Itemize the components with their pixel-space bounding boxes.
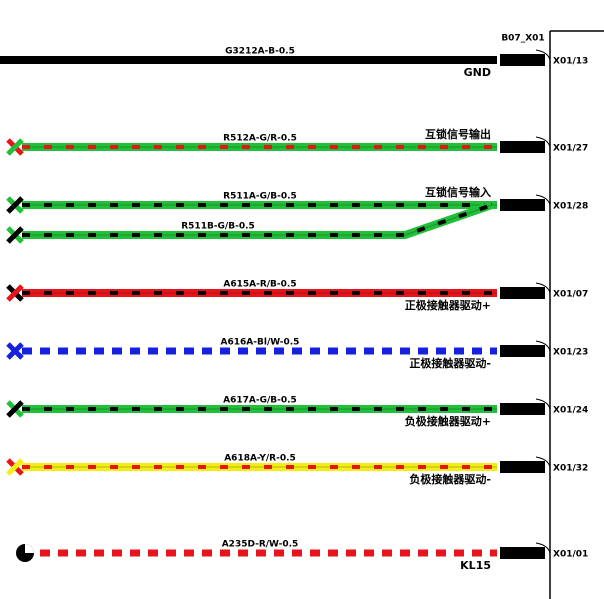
pin-label: X01/28 [553,202,588,212]
pin-bracket [535,542,551,554]
pin-label: X01/01 [553,550,588,560]
connector-pin [500,287,545,299]
connector-pin [500,199,545,211]
signal-name: KL15 [460,559,491,572]
wire-label: A615A-R/B-0.5 [223,280,296,290]
wire-label: A616A-Bl/W-0.5 [221,338,300,348]
wire-label: A617A-G/B-0.5 [223,396,297,406]
pin-label: X01/27 [553,144,588,154]
pin-label: X01/24 [553,406,588,416]
wire-label: G3212A-B-0.5 [225,47,295,57]
pin-bracket [535,49,551,61]
wire-stripe [22,203,493,237]
connector-pin [500,547,545,559]
wire-label: R511A-G/B-0.5 [223,192,297,202]
signal-name: GND [464,66,491,79]
pin-label: X01/13 [553,57,588,67]
pin-bracket [535,398,551,410]
pin-label: X01/07 [553,290,588,300]
signal-name: 互锁信号输入 [425,185,491,199]
signal-name: 负极接触器驱动- [409,472,491,486]
connector-name: B07_X01 [501,34,544,44]
wire-label: A235D-R/W-0.5 [222,540,299,550]
pin-bracket [535,340,551,352]
wire-label: R511B-G/B-0.5 [181,222,255,232]
wire-end-marker [6,458,24,476]
wire-end-marker [6,400,24,418]
wire-end-marker [6,196,24,214]
signal-name: 正极接触器驱动- [409,356,491,370]
connector-pin [500,141,545,153]
connector-pin [500,345,545,357]
connector-pin [500,461,545,473]
signal-name: 正极接触器驱动+ [405,298,491,312]
wire-end-marker [6,138,24,156]
wire-label: R512A-G/R-0.5 [223,134,297,144]
pin-label: X01/32 [553,464,588,474]
wire-end-marker [6,342,24,360]
pin-bracket [535,456,551,468]
wire-end-marker [6,226,24,244]
connector-pin [500,54,545,66]
signal-name: 负极接触器驱动+ [405,414,491,428]
wire-label: A618A-Y/R-0.5 [224,454,296,464]
wire-end-marker [6,284,24,302]
pin-bracket [535,136,551,148]
pin-label: X01/23 [553,348,588,358]
connector-pin [500,403,545,415]
wire-end-marker [25,544,34,553]
pin-bracket [535,194,551,206]
signal-name: 互锁信号输出 [425,127,491,141]
pin-bracket [535,282,551,294]
